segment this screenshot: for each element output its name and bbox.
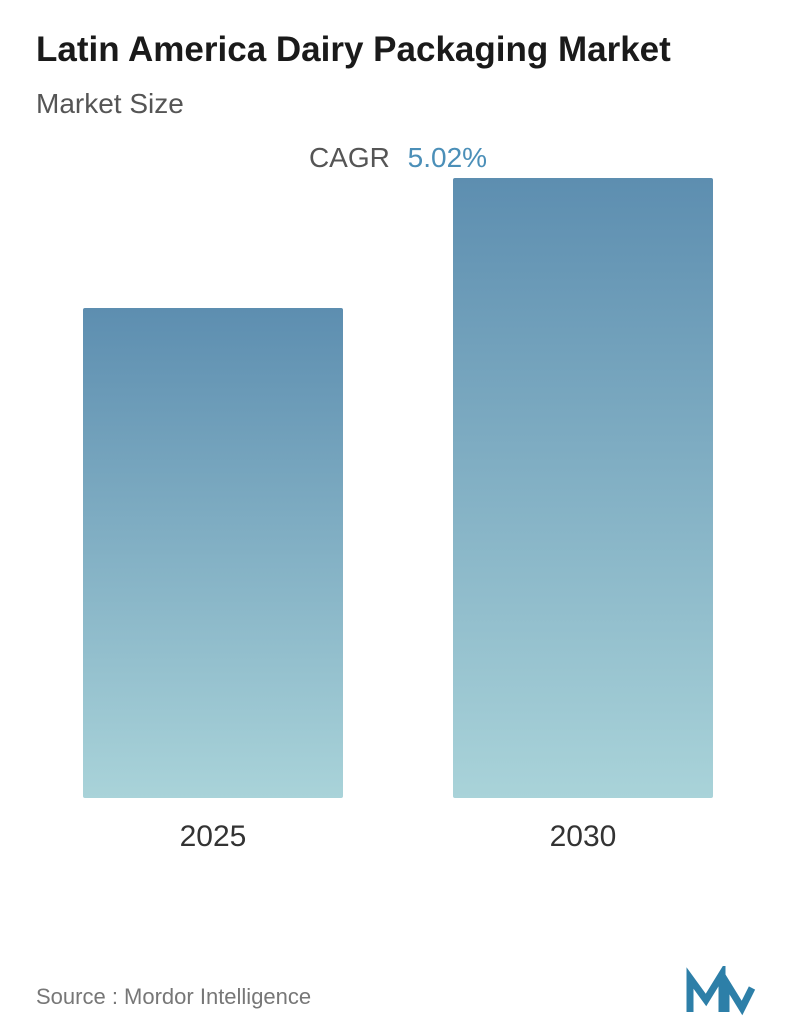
bar (83, 308, 343, 798)
cagr-value: 5.02% (408, 142, 487, 173)
source-attribution: Source : Mordor Intelligence (36, 984, 311, 1010)
cagr-row: CAGR 5.02% (36, 142, 760, 174)
chart-subtitle: Market Size (36, 88, 760, 120)
bar-chart-area: 2025 2030 (36, 214, 760, 854)
bar-group: 2030 (453, 178, 713, 854)
bar-category-label: 2025 (180, 820, 247, 854)
bar (453, 178, 713, 798)
mordor-logo-icon (686, 966, 756, 1016)
chart-title: Latin America Dairy Packaging Market (36, 28, 676, 72)
cagr-label: CAGR (309, 142, 390, 173)
chart-card: Latin America Dairy Packaging Market Mar… (0, 0, 796, 1034)
bar-category-label: 2030 (550, 820, 617, 854)
bar-group: 2025 (83, 308, 343, 854)
